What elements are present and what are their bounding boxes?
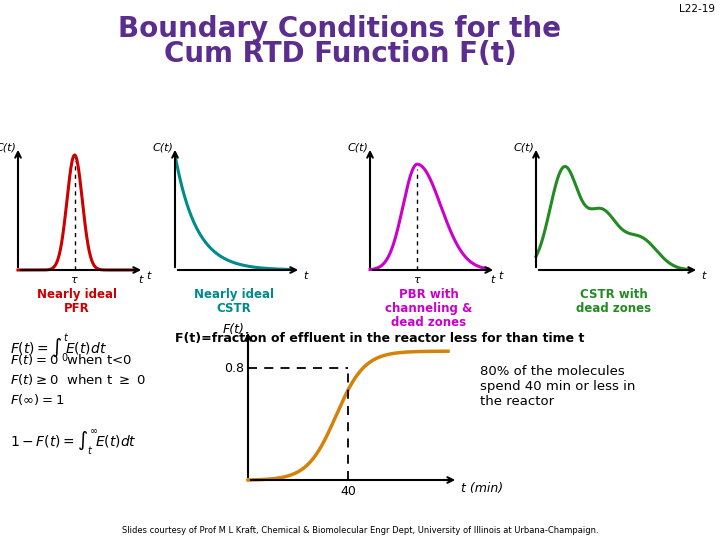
Text: $F(t) \geq 0$  when t $\geq$ 0: $F(t) \geq 0$ when t $\geq$ 0 [10, 372, 145, 387]
Text: C(t): C(t) [513, 142, 534, 152]
Text: Nearly ideal: Nearly ideal [37, 288, 117, 301]
Text: C(t): C(t) [347, 142, 368, 152]
Text: $F(t) = \int_0^t\!E(t)dt$: $F(t) = \int_0^t\!E(t)dt$ [10, 332, 107, 364]
Text: $F(t) = 0$  when t<0: $F(t) = 0$ when t<0 [10, 352, 132, 367]
Text: channeling &: channeling & [385, 302, 472, 315]
Text: Boundary Conditions for the: Boundary Conditions for the [119, 15, 562, 43]
Text: t: t [146, 271, 150, 281]
Text: L22-19: L22-19 [679, 4, 715, 14]
Text: t: t [138, 275, 143, 285]
Text: t: t [701, 271, 706, 281]
Text: F(t): F(t) [223, 323, 245, 336]
Text: Nearly ideal: Nearly ideal [194, 288, 274, 301]
Text: dead zones: dead zones [392, 316, 467, 329]
Text: 80% of the molecules
spend 40 min or less in
the reactor: 80% of the molecules spend 40 min or les… [480, 365, 635, 408]
Text: $F(\infty) = 1$: $F(\infty) = 1$ [10, 392, 65, 407]
Text: C(t): C(t) [152, 142, 173, 152]
Text: t: t [490, 275, 495, 285]
Text: CSTR: CSTR [217, 302, 251, 315]
Text: PBR with: PBR with [399, 288, 459, 301]
Text: 40: 40 [340, 485, 356, 498]
Text: F(t)=fraction of effluent in the reactor less for than time t: F(t)=fraction of effluent in the reactor… [175, 332, 585, 345]
Text: dead zones: dead zones [576, 302, 651, 315]
Text: t: t [498, 271, 503, 281]
Text: Slides courtesy of Prof M L Kraft, Chemical & Biomolecular Engr Dept, University: Slides courtesy of Prof M L Kraft, Chemi… [122, 526, 598, 535]
Text: $\tau$: $\tau$ [71, 275, 79, 285]
Text: 0.8: 0.8 [224, 361, 244, 375]
Text: C(t): C(t) [0, 142, 16, 152]
Text: Cum RTD Function F(t): Cum RTD Function F(t) [163, 40, 516, 68]
Text: t: t [303, 271, 307, 281]
Text: $1-F(t) = \int_t^\infty\!E(t)dt$: $1-F(t) = \int_t^\infty\!E(t)dt$ [10, 428, 137, 457]
Text: PFR: PFR [64, 302, 90, 315]
Text: CSTR with: CSTR with [580, 288, 647, 301]
Text: t (min): t (min) [461, 482, 503, 495]
Text: $\tau$: $\tau$ [413, 275, 422, 285]
